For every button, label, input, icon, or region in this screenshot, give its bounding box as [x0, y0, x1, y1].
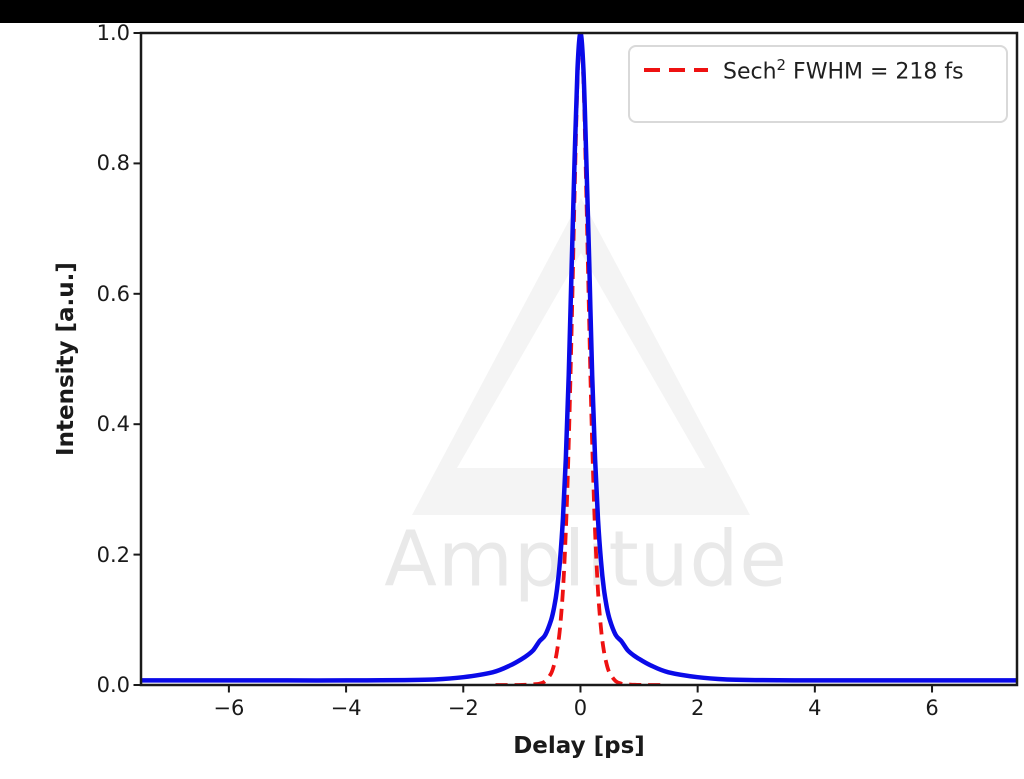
x-tick-label: 2: [690, 696, 705, 720]
x-tick-label: −4: [330, 696, 362, 720]
top-letterbox-bar: [0, 0, 1024, 23]
legend-dashed-line-sample: [644, 68, 708, 73]
y-tick-label: 1.0: [96, 21, 130, 45]
x-tick-label: −6: [213, 696, 245, 720]
x-axis-title: Delay [ps]: [513, 733, 645, 759]
curve-sech2-fit: [495, 33, 666, 685]
axes-frame: [139, 31, 1019, 687]
x-tick-label: 4: [808, 696, 822, 720]
y-tick-label: 0.0: [96, 673, 130, 697]
watermark-text: Amplitude: [384, 515, 788, 605]
curve-autocorrelation-measured: [141, 33, 1017, 683]
y-tick-label: 0.4: [96, 412, 130, 437]
legend-label: Sech2 FWHM = 218 fs: [723, 56, 964, 85]
legend-entry: Sech2 FWHM = 218 fs: [630, 47, 1006, 84]
legend-box: Sech2 FWHM = 218 fs: [628, 45, 1008, 123]
y-tick-label: 0.6: [96, 281, 130, 306]
x-tick-label: 0: [573, 696, 588, 720]
x-tick-label: −2: [447, 696, 479, 720]
x-tick-label: 6: [925, 696, 939, 720]
y-tick-label: 0.2: [96, 542, 130, 567]
y-tick-label: 0.8: [96, 151, 130, 176]
